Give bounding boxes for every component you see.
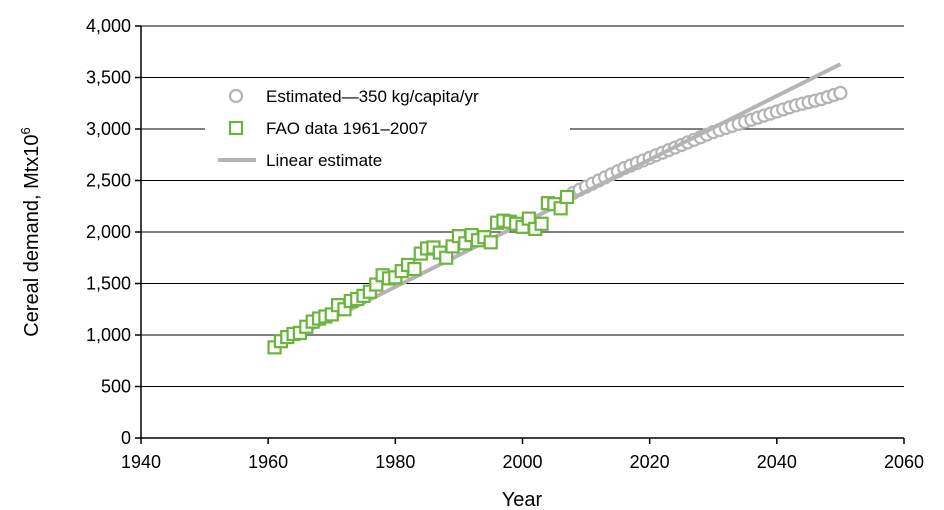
data-series <box>267 62 848 355</box>
legend-label-fao: FAO data 1961–2007 <box>266 119 428 138</box>
y-tick-label: 0 <box>121 428 131 448</box>
legend-marker-estimated <box>228 88 244 104</box>
y-tick-label: 2,500 <box>86 171 131 191</box>
x-tick-label: 1960 <box>248 452 288 472</box>
legend-label-estimated: Estimated—350 kg/capita/yr <box>266 87 479 106</box>
legend-marker-fao <box>228 120 244 136</box>
y-tick-label: 1,500 <box>86 274 131 294</box>
fao-data-point <box>407 261 422 277</box>
ticks: 0 500 1,000 1,500 2,000 2,500 3,000 3,500 4,000 1… <box>86 16 924 472</box>
x-tick-label: 2000 <box>502 452 542 472</box>
x-axis-title: Year <box>502 489 543 510</box>
fao-data-point <box>483 235 498 250</box>
legend: Estimated—350 kg/capita/yr FAO data 1961… <box>205 80 570 176</box>
fao-data-point <box>553 201 568 216</box>
y-tick-label: 1,000 <box>86 325 131 345</box>
legend-label-linear: Linear estimate <box>266 151 382 170</box>
estimated-point <box>833 85 848 101</box>
x-tick-label: 1980 <box>375 452 415 472</box>
x-tick-label: 1940 <box>121 452 161 472</box>
x-tick-label: 2020 <box>630 452 670 472</box>
y-tick-label: 2,000 <box>86 222 131 242</box>
y-tick-label: 3,500 <box>86 68 131 88</box>
x-tick-label: 2040 <box>757 452 797 472</box>
y-axis-title: Cereal demand, Mtx106 <box>18 127 43 337</box>
y-tick-label: 500 <box>101 377 131 397</box>
x-tick-label: 2060 <box>884 452 924 472</box>
y-axis-title-superscript: 6 <box>18 127 33 134</box>
legend-background <box>205 80 570 176</box>
fao-data-point <box>534 216 549 231</box>
fao-data-point <box>559 189 575 205</box>
y-tick-label: 3,000 <box>86 119 131 139</box>
y-axis-title-main: Cereal demand, Mtx10 <box>21 134 43 336</box>
y-tick-label: 4,000 <box>86 16 131 36</box>
fao-data-point <box>439 250 454 265</box>
